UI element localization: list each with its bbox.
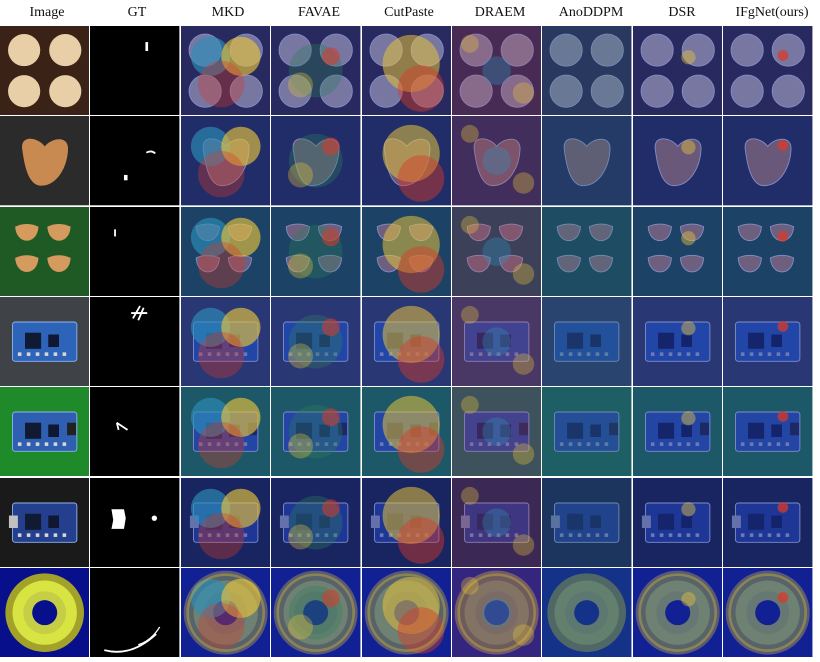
cell-cutpaste-capsule-tablets (361, 26, 451, 116)
cell-mkd-sensor-board (180, 387, 271, 477)
cell-draem-circuit-board (452, 296, 542, 387)
cell-gt-sensor-board (90, 387, 180, 477)
cell-image-capsule-tablets (0, 26, 90, 116)
cell-anoddpm-pepper-slices (542, 206, 632, 296)
column-title-gt: GT (127, 5, 147, 20)
cell-anoddpm-sensor-board (542, 387, 632, 477)
column-title-cutpaste: CutPaste (384, 5, 434, 20)
column-title-mkd: MKD (211, 5, 245, 20)
column-title-image: Image (29, 5, 65, 20)
cell-gt-ring-disc (90, 567, 180, 658)
cell-mkd-circuit-board (180, 296, 271, 387)
cell-dsr-sensor-board (632, 387, 723, 477)
cell-mkd-capsule-tablets (180, 26, 271, 116)
column-title-draem: DRAEM (474, 5, 526, 20)
cell-dsr-bean (632, 116, 723, 206)
cell-anoddpm-circuit-board (542, 296, 632, 387)
column-title-ifgnet: IFgNet(ours) (735, 5, 809, 20)
cell-gt-charger-board (90, 477, 180, 567)
column-header-row: Image GT MKD FAVAE CutPaste DRAEM AnoDDP… (0, 0, 820, 26)
cell-ifgnet-charger-board (723, 477, 813, 567)
cell-dsr-charger-board (632, 477, 723, 567)
cell-image-bean (0, 116, 90, 206)
cell-gt-circuit-board (90, 296, 180, 387)
cell-cutpaste-pepper-slices (361, 206, 451, 296)
cell-cutpaste-bean (361, 116, 451, 206)
cell-image-sensor-board (0, 387, 90, 477)
cell-favae-pepper-slices (271, 206, 361, 296)
cell-mkd-pepper-slices (180, 206, 271, 296)
cell-gt-pepper-slices (90, 206, 180, 296)
cell-ifgnet-pepper-slices (723, 206, 813, 296)
cell-anoddpm-capsule-tablets (542, 26, 632, 116)
cell-ifgnet-capsule-tablets (723, 26, 813, 116)
cell-dsr-capsule-tablets (632, 26, 723, 116)
cell-cutpaste-sensor-board (361, 387, 451, 477)
comparison-grid (0, 26, 820, 662)
cell-favae-circuit-board (271, 296, 361, 387)
cell-gt-bean (90, 116, 180, 206)
cell-favae-bean (271, 116, 361, 206)
cell-dsr-circuit-board (632, 296, 723, 387)
cell-favae-capsule-tablets (271, 26, 361, 116)
cell-anoddpm-charger-board (542, 477, 632, 567)
column-title-favae: FAVAE (297, 5, 341, 20)
column-title-anoddpm: AnoDDPM (558, 5, 624, 20)
cell-favae-ring-disc (271, 567, 361, 658)
cell-ifgnet-ring-disc (723, 567, 813, 658)
cell-draem-charger-board (452, 477, 542, 567)
cell-dsr-pepper-slices (632, 206, 723, 296)
cell-mkd-bean (180, 116, 271, 206)
column-title-dsr: DSR (668, 5, 696, 20)
cell-favae-charger-board (271, 477, 361, 567)
cell-gt-capsule-tablets (90, 26, 180, 116)
cell-mkd-ring-disc (180, 567, 271, 658)
cell-image-charger-board (0, 477, 90, 567)
cell-draem-pepper-slices (452, 206, 542, 296)
cell-image-pepper-slices (0, 206, 90, 296)
cell-draem-ring-disc (452, 567, 542, 658)
cell-cutpaste-charger-board (361, 477, 451, 567)
cell-favae-sensor-board (271, 387, 361, 477)
cell-mkd-charger-board (180, 477, 271, 567)
cell-image-ring-disc (0, 567, 90, 658)
cell-ifgnet-circuit-board (723, 296, 813, 387)
cell-anoddpm-bean (542, 116, 632, 206)
cell-ifgnet-sensor-board (723, 387, 813, 477)
cell-cutpaste-circuit-board (361, 296, 451, 387)
cell-anoddpm-ring-disc (542, 567, 632, 658)
cell-dsr-ring-disc (632, 567, 723, 658)
cell-image-circuit-board (0, 296, 90, 387)
cell-draem-bean (452, 116, 542, 206)
cell-draem-capsule-tablets (452, 26, 542, 116)
cell-draem-sensor-board (452, 387, 542, 477)
cell-ifgnet-bean (723, 116, 813, 206)
cell-cutpaste-ring-disc (361, 567, 451, 658)
